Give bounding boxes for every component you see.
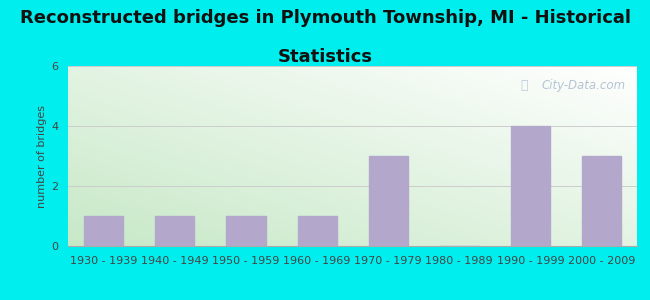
Bar bbox=[226, 216, 266, 246]
Bar bbox=[511, 126, 550, 246]
Text: Statistics: Statistics bbox=[278, 48, 372, 66]
Text: ⓘ: ⓘ bbox=[521, 79, 528, 92]
Text: Reconstructed bridges in Plymouth Township, MI - Historical: Reconstructed bridges in Plymouth Townsh… bbox=[20, 9, 630, 27]
Bar bbox=[298, 216, 337, 246]
Bar bbox=[155, 216, 194, 246]
Bar bbox=[369, 156, 408, 246]
Bar bbox=[582, 156, 621, 246]
Y-axis label: number of bridges: number of bridges bbox=[37, 104, 47, 208]
Text: City-Data.com: City-Data.com bbox=[541, 79, 625, 92]
Bar bbox=[84, 216, 124, 246]
